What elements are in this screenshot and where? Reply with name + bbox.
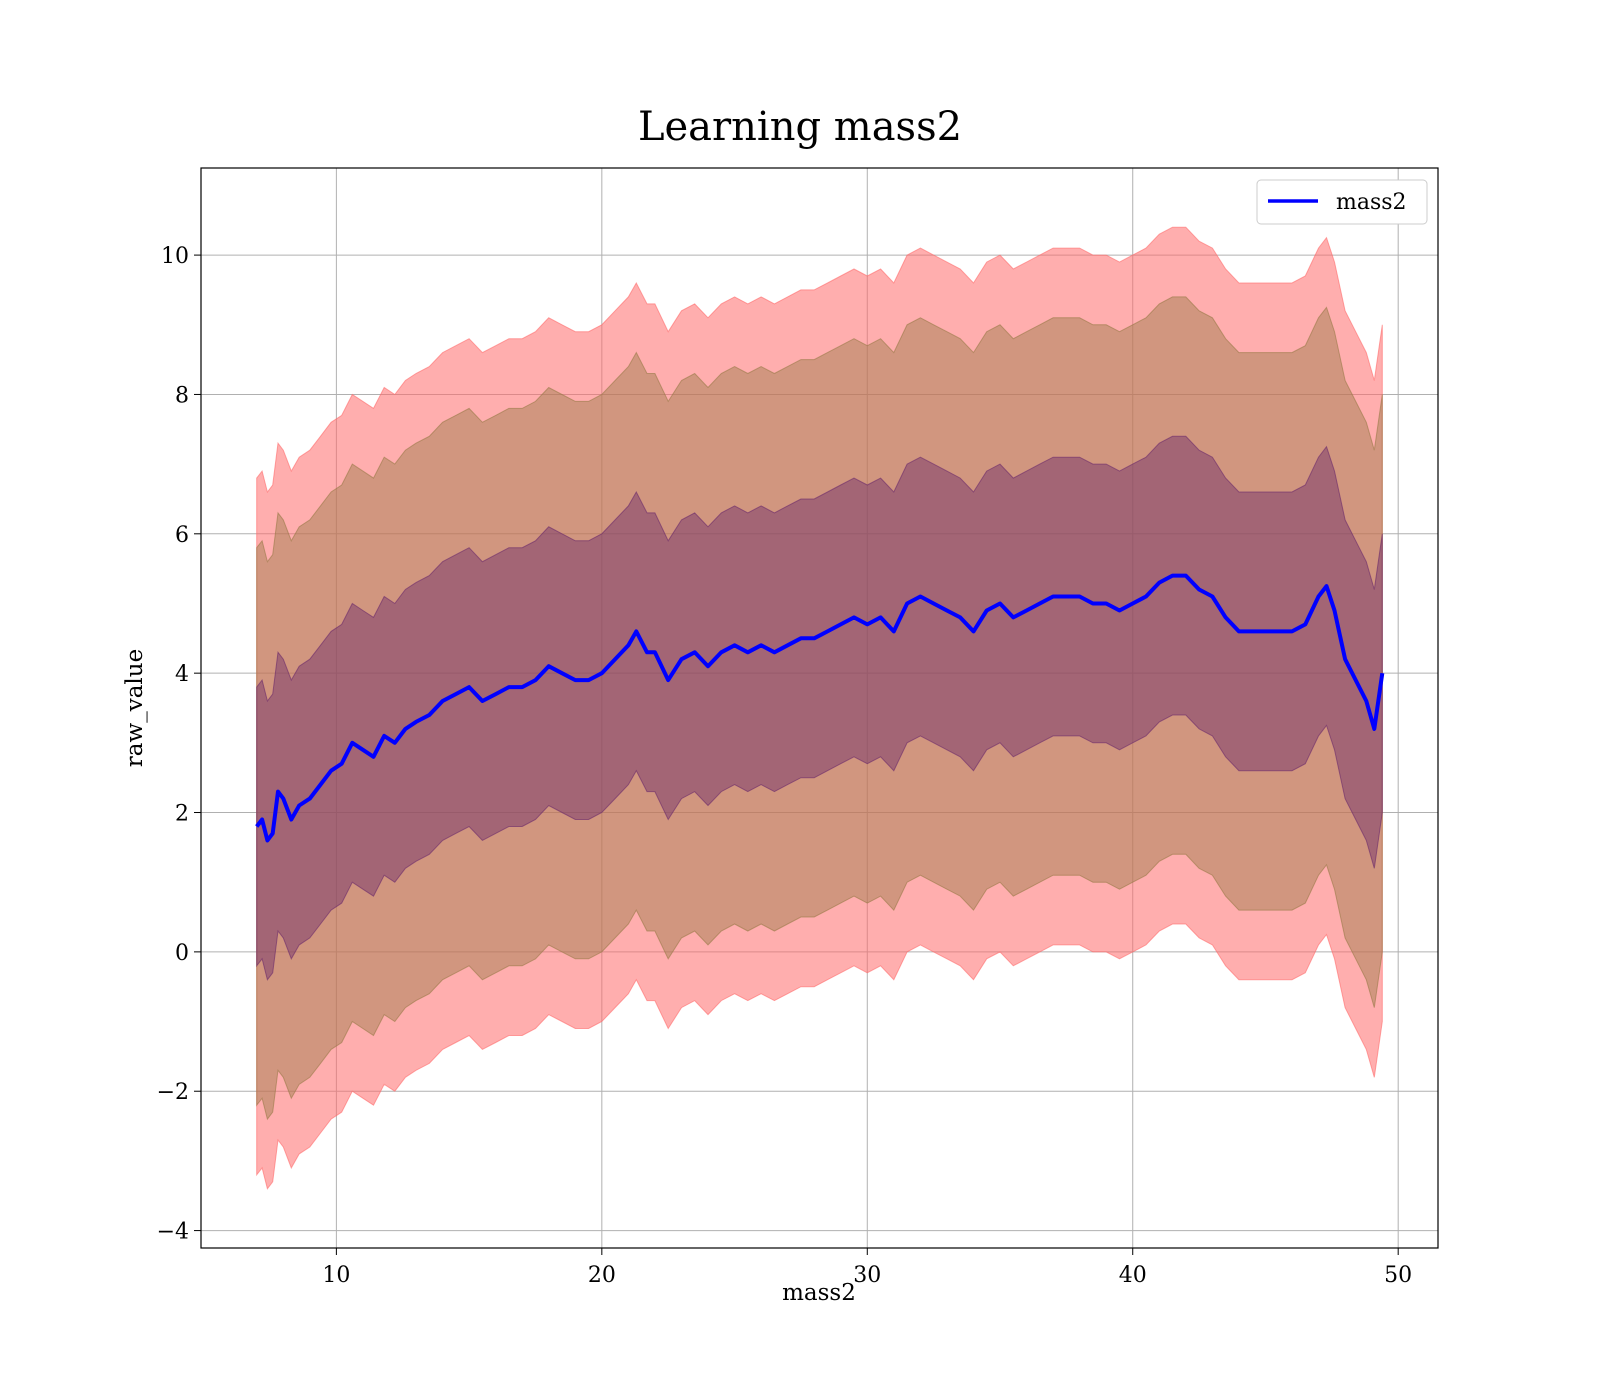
legend-box <box>1256 179 1428 225</box>
x-tick-label: 30 <box>853 1263 881 1288</box>
series-line-mass2 <box>255 573 1385 843</box>
band-2 <box>256 296 1383 1121</box>
y-tick-label: −4 <box>157 1220 189 1245</box>
series-lines <box>255 573 1385 843</box>
x-tick-label: 10 <box>322 1263 350 1288</box>
x-tick-label: 50 <box>1384 1263 1412 1288</box>
x-tick-label: 20 <box>588 1263 616 1288</box>
y-tick-label: 8 <box>175 383 189 408</box>
y-tick-label: −2 <box>157 1080 189 1105</box>
y-tick-label: 4 <box>175 662 189 687</box>
y-tick-label: 6 <box>175 523 189 548</box>
y-tick-label: 0 <box>175 941 189 966</box>
y-tick-label: 2 <box>175 802 189 827</box>
y-tick-label: 10 <box>161 244 189 269</box>
legend: mass2 <box>1256 179 1428 225</box>
axis-ticks: 10 20 30 40 50 −4 −2 0 2 4 6 8 10 <box>157 244 1413 1288</box>
x-axis-label: mass2 <box>782 1280 856 1306</box>
uncertainty-bands <box>256 226 1383 1190</box>
x-tick-label: 40 <box>1119 1263 1147 1288</box>
band-1 <box>256 226 1383 1190</box>
plot-frame <box>200 167 1439 1249</box>
band-3 <box>256 435 1383 981</box>
chart-title: Learning mass2 <box>638 104 962 150</box>
legend-label-mass2: mass2 <box>1336 190 1407 215</box>
y-axis-label: raw_value <box>122 649 148 767</box>
